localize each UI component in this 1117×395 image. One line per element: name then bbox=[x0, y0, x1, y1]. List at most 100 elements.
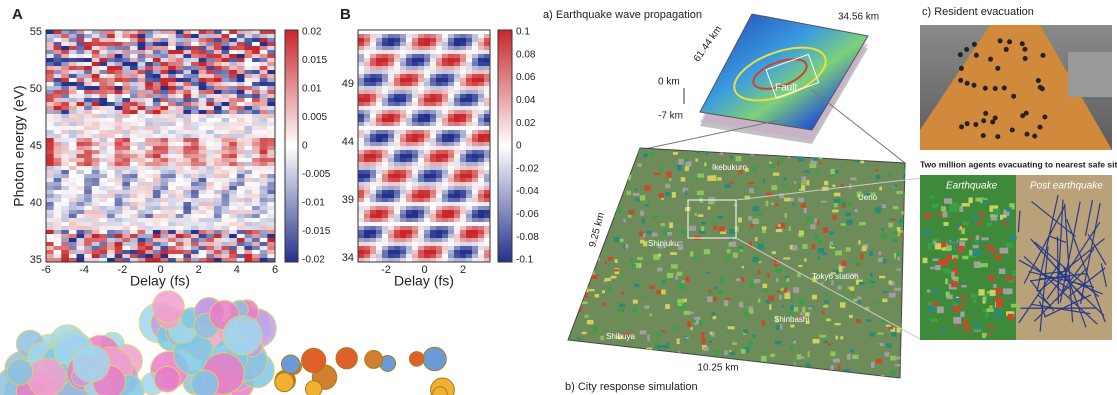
heat-cell bbox=[376, 74, 382, 78]
building bbox=[777, 290, 780, 293]
heat-cell bbox=[358, 62, 364, 66]
heat-cell bbox=[412, 54, 418, 58]
building bbox=[792, 245, 797, 250]
heat-cell bbox=[54, 122, 62, 126]
heat-cell bbox=[107, 62, 115, 66]
heat-cell bbox=[222, 166, 230, 170]
heat-cell bbox=[229, 166, 237, 170]
heat-cell bbox=[472, 110, 478, 114]
heat-cell bbox=[168, 118, 176, 122]
heat-cell bbox=[145, 146, 153, 150]
heat-cell bbox=[46, 90, 54, 94]
heat-cell bbox=[214, 50, 222, 54]
heat-cell bbox=[400, 122, 406, 126]
heat-cell bbox=[472, 114, 478, 118]
heat-cell bbox=[412, 34, 418, 38]
heat-cell bbox=[222, 54, 230, 58]
heat-cell bbox=[46, 102, 54, 106]
building bbox=[701, 338, 705, 344]
building bbox=[585, 315, 589, 318]
building bbox=[680, 231, 686, 235]
heat-cell bbox=[107, 254, 115, 258]
tile bbox=[963, 222, 970, 226]
heat-cell bbox=[442, 250, 448, 254]
heat-cell bbox=[412, 38, 418, 42]
heat-cell bbox=[206, 130, 214, 134]
building bbox=[907, 219, 909, 221]
heat-cell bbox=[237, 86, 245, 90]
heat-cell bbox=[77, 234, 85, 238]
heat-cell bbox=[466, 170, 472, 174]
heat-cell bbox=[400, 34, 406, 38]
heat-cell bbox=[237, 74, 245, 78]
heat-cell bbox=[448, 106, 454, 110]
heat-cell bbox=[460, 66, 466, 70]
heat-cell bbox=[145, 214, 153, 218]
heat-cell bbox=[168, 206, 176, 210]
heat-cell bbox=[260, 210, 268, 214]
heat-cell bbox=[61, 66, 69, 70]
heat-cell bbox=[460, 118, 466, 122]
building bbox=[886, 343, 891, 348]
heat-cell bbox=[244, 54, 252, 58]
heat-cell bbox=[472, 214, 478, 218]
heat-cell bbox=[222, 238, 230, 242]
building bbox=[879, 187, 882, 191]
heat-cell bbox=[153, 218, 161, 222]
building bbox=[753, 166, 757, 172]
heat-cell bbox=[84, 182, 92, 186]
heat-cell bbox=[99, 166, 107, 170]
heat-cell bbox=[99, 42, 107, 46]
building bbox=[697, 173, 704, 177]
heat-cell bbox=[84, 70, 92, 74]
heat-cell bbox=[412, 126, 418, 130]
heat-cell bbox=[107, 38, 115, 42]
heat-cell bbox=[424, 218, 430, 222]
heat-cell bbox=[260, 230, 268, 234]
heat-cell bbox=[394, 30, 400, 34]
heat-cell bbox=[460, 106, 466, 110]
tile bbox=[943, 212, 948, 218]
tile bbox=[930, 319, 938, 322]
heat-cell bbox=[237, 182, 245, 186]
heat-cell bbox=[115, 86, 123, 90]
heat-cell bbox=[376, 210, 382, 214]
heat-cell bbox=[400, 66, 406, 70]
heat-cell bbox=[436, 222, 442, 226]
heat-cell bbox=[466, 106, 472, 110]
heat-cell bbox=[54, 38, 62, 42]
building bbox=[646, 348, 652, 354]
heat-cell bbox=[130, 58, 138, 62]
tile bbox=[1011, 304, 1019, 308]
heat-cell bbox=[168, 138, 176, 142]
building bbox=[779, 295, 782, 300]
heat-cell bbox=[454, 122, 460, 126]
y-tick-label: 45 bbox=[30, 140, 42, 152]
heat-cell bbox=[237, 174, 245, 178]
heat-cell bbox=[191, 134, 199, 138]
heat-cell bbox=[199, 134, 207, 138]
heat-cell bbox=[418, 86, 424, 90]
heat-cell bbox=[138, 130, 146, 134]
heat-cell bbox=[84, 214, 92, 218]
heat-cell bbox=[229, 82, 237, 86]
heat-cell bbox=[388, 30, 394, 34]
heat-cell bbox=[183, 42, 191, 46]
heat-cell bbox=[69, 102, 77, 106]
heat-cell bbox=[115, 194, 123, 198]
x-tick-label: -6 bbox=[41, 264, 51, 276]
heat-cell bbox=[122, 126, 130, 130]
building bbox=[904, 156, 907, 160]
building bbox=[773, 173, 779, 176]
heat-cell bbox=[388, 166, 394, 170]
building bbox=[632, 264, 636, 269]
heat-cell bbox=[145, 162, 153, 166]
building bbox=[601, 336, 604, 340]
heat-cell bbox=[370, 234, 376, 238]
heat-cell bbox=[400, 162, 406, 166]
building bbox=[640, 195, 645, 200]
heat-cell bbox=[472, 210, 478, 214]
heat-cell bbox=[244, 242, 252, 246]
heat-cell bbox=[370, 122, 376, 126]
heat-cell bbox=[244, 106, 252, 110]
